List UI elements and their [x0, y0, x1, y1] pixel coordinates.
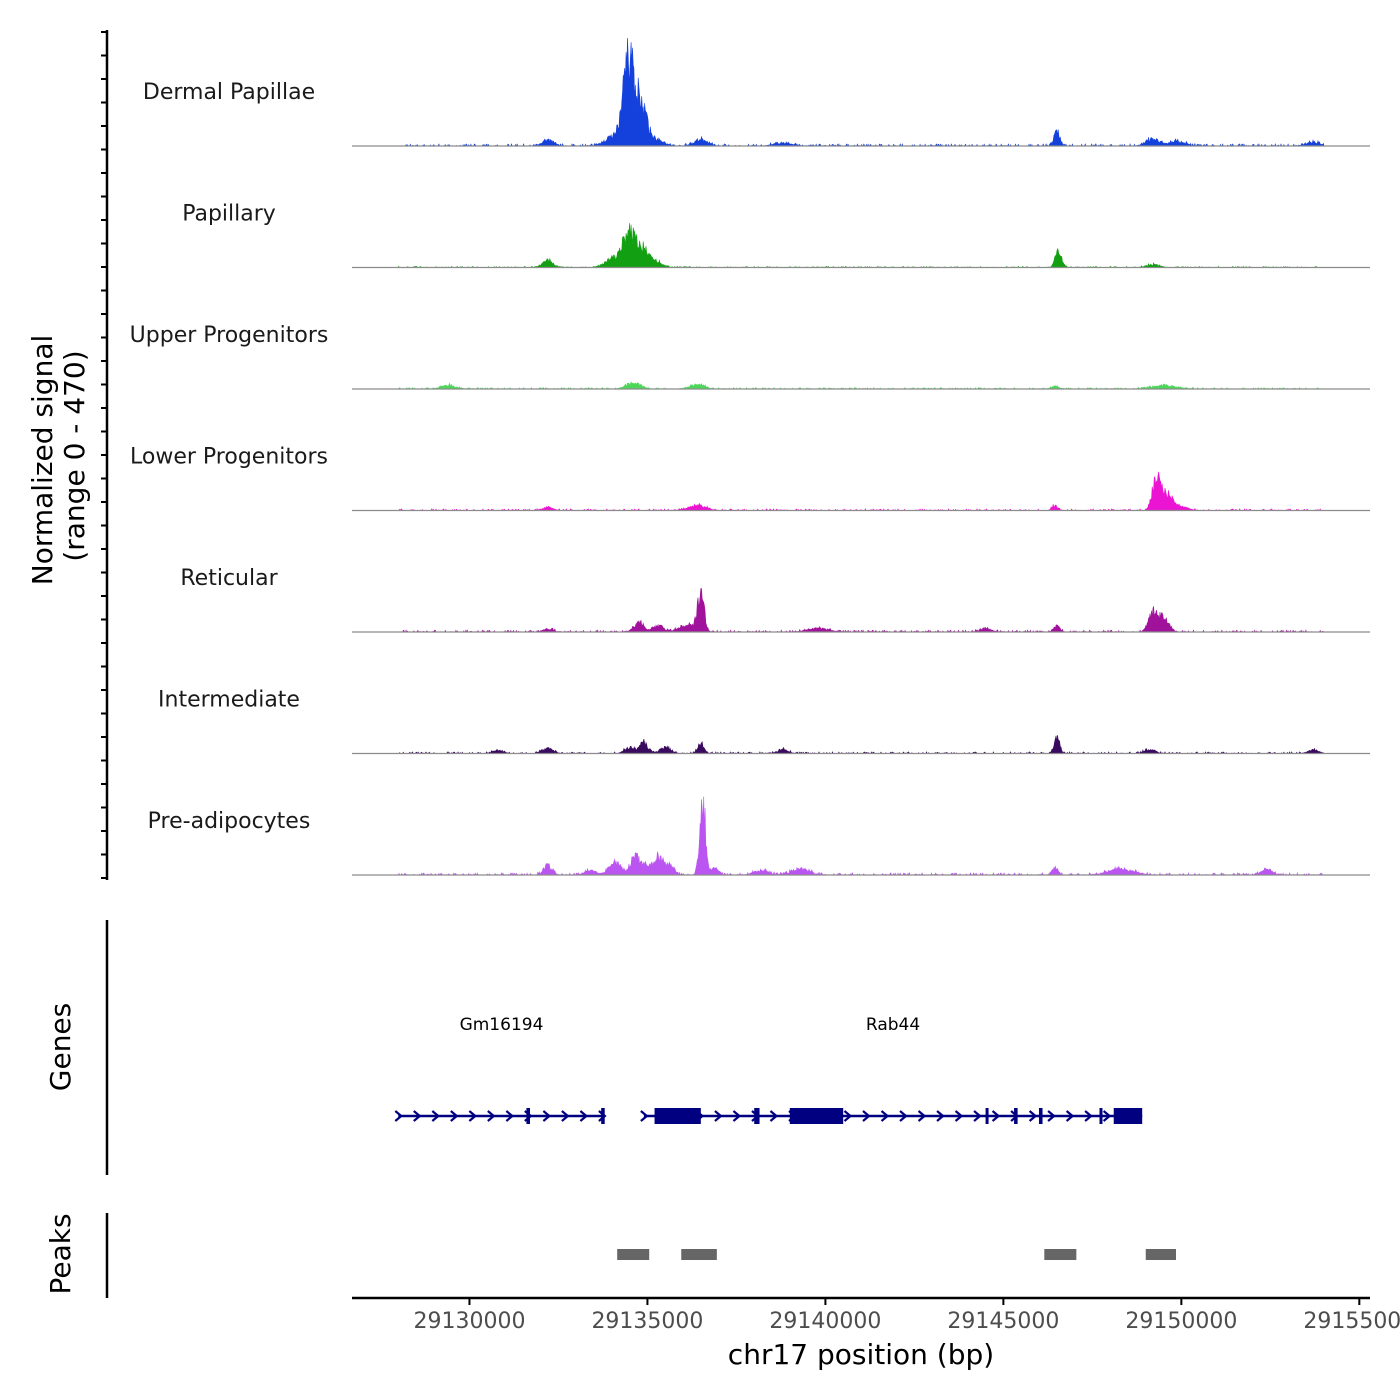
peak-regions-track [617, 1249, 1177, 1260]
strand-arrow-icon [917, 1110, 927, 1122]
strand-arrow-icon [1084, 1110, 1093, 1122]
y-axis-title: Normalized signal (range 0 - 470) [26, 335, 91, 586]
x-axis-ticks: 29130000 29135000 29140000 29145000 29150000… [413, 1298, 1400, 1334]
strand-arrow-icon [394, 1110, 403, 1122]
gene-label: Rab44 [866, 1015, 920, 1035]
strand-arrow-icon [413, 1110, 422, 1122]
gene-exon [789, 1108, 844, 1124]
strand-arrow-icon [1047, 1110, 1056, 1122]
track-label: Pre-adipocytes [148, 809, 311, 834]
track-label: Lower Progenitors [130, 445, 328, 470]
track-label: Upper Progenitors [130, 323, 329, 348]
gene-label: Gm16194 [460, 1015, 544, 1035]
track-dermal-papillae: Dermal Papillae [143, 37, 1370, 147]
x-tick-label: 29130000 [413, 1309, 525, 1334]
gene-exon [1099, 1108, 1103, 1124]
track-label: Intermediate [158, 688, 300, 713]
strand-arrow-icon [991, 1110, 1001, 1122]
strand-arrow-icon [487, 1110, 496, 1122]
strand-arrow-icon [505, 1110, 515, 1122]
strand-arrow-icon [862, 1110, 871, 1122]
x-tick-label: 29155000 [1303, 1309, 1400, 1334]
y-axis-title-range: (range 0 - 470) [58, 350, 91, 561]
coverage-area [398, 471, 1324, 512]
strand-arrow-icon [732, 1110, 742, 1122]
strand-arrow-icon [598, 1110, 607, 1122]
coverage-area [398, 796, 1324, 876]
coverage-y-axis-ticks [101, 31, 107, 879]
coverage-area [398, 223, 1324, 269]
genes-panel-label: Genes [44, 1003, 77, 1091]
strand-arrow-icon [1065, 1110, 1075, 1122]
strand-arrow-icon [954, 1110, 964, 1122]
strand-arrow-icon [468, 1110, 478, 1122]
strand-arrow-icon [843, 1110, 853, 1122]
strand-arrow-icon [640, 1110, 649, 1122]
strand-arrow-icon [450, 1110, 459, 1122]
coverage-area [398, 588, 1325, 633]
gene-exon [526, 1108, 530, 1124]
coverage-tracks: Dermal Papillae Papillary Upper Progenitor… [130, 37, 1370, 876]
x-axis-title: chr17 position (bp) [728, 1338, 994, 1371]
peak-region [617, 1249, 650, 1260]
gene-exon [754, 1108, 760, 1124]
gene-exon [601, 1108, 605, 1124]
x-tick-label: 29135000 [591, 1309, 703, 1334]
x-tick-label: 29145000 [947, 1309, 1059, 1334]
strand-arrow-icon [880, 1110, 890, 1122]
strand-arrow-icon [561, 1110, 570, 1122]
gene-exon [1014, 1108, 1018, 1124]
strand-arrow-icon [579, 1110, 589, 1122]
peak-region [1145, 1249, 1177, 1260]
track-intermediate: Intermediate [158, 688, 1370, 755]
track-upper-progenitors: Upper Progenitors [130, 323, 1370, 390]
track-pre-adipocytes: Pre-adipocytes [148, 796, 1370, 876]
peak-region [681, 1249, 717, 1260]
track-label: Dermal Papillae [143, 80, 315, 105]
track-reticular: Reticular [180, 566, 1370, 633]
strand-arrow-icon [542, 1110, 552, 1122]
strand-arrow-icon [936, 1110, 945, 1122]
x-tick-label: 29150000 [1125, 1309, 1237, 1334]
coverage-area [398, 735, 1324, 755]
gene-exon [1113, 1108, 1143, 1124]
x-tick-label: 29140000 [769, 1309, 881, 1334]
gene-exon [985, 1108, 989, 1124]
coverage-area [398, 37, 1324, 147]
track-papillary: Papillary [182, 202, 1370, 269]
gene-exon [1038, 1108, 1043, 1124]
strand-arrow-icon [899, 1110, 908, 1122]
y-axis-title-main: Normalized signal [26, 335, 59, 586]
strand-arrow-icon [714, 1110, 723, 1122]
gene-rab44: Rab44 [640, 1015, 1143, 1124]
track-lower-progenitors: Lower Progenitors [130, 445, 1370, 512]
peaks-panel-label: Peaks [44, 1213, 77, 1294]
strand-arrow-icon [973, 1110, 982, 1122]
strand-arrow-icon [1028, 1110, 1038, 1122]
gene-exon [654, 1108, 701, 1124]
track-label: Papillary [182, 202, 276, 227]
gene-gm16194: Gm16194 [394, 1015, 607, 1124]
gene-annotation-track: Gm16194 Rab44 [394, 1015, 1143, 1124]
strand-arrow-icon [769, 1110, 779, 1122]
coverage-area [398, 381, 1324, 390]
strand-arrow-icon [1102, 1110, 1112, 1122]
strand-arrow-icon [431, 1110, 441, 1122]
track-label: Reticular [180, 566, 278, 591]
peak-region [1044, 1249, 1077, 1260]
